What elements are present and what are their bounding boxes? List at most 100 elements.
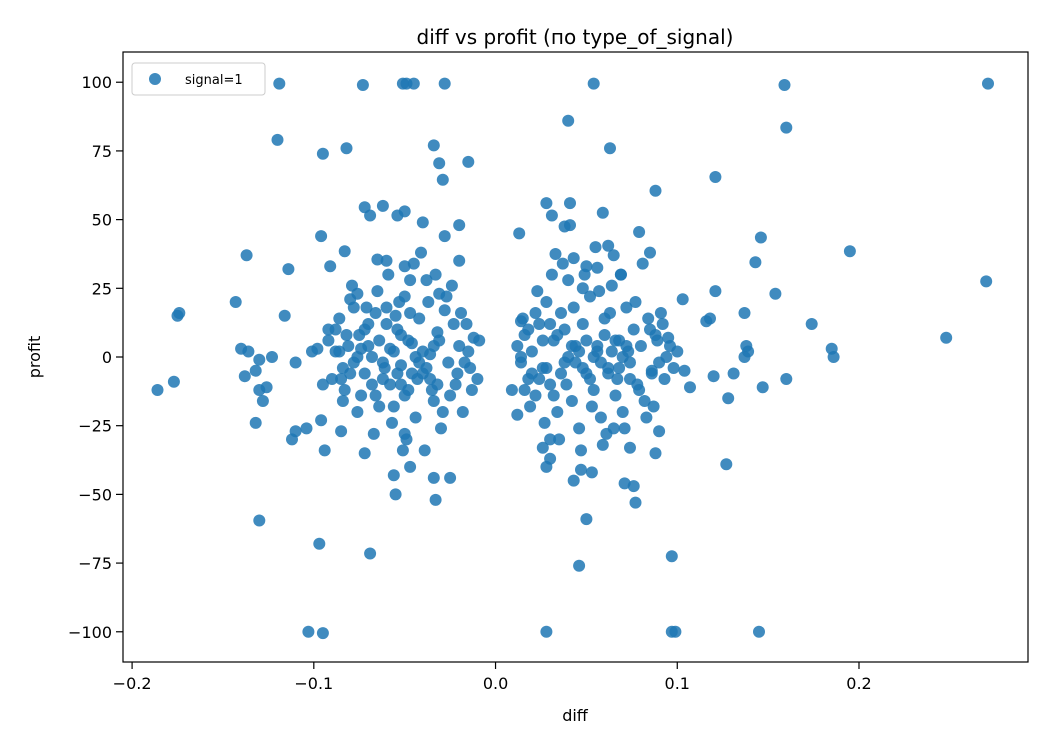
data-point xyxy=(451,367,464,380)
data-point xyxy=(667,362,680,374)
data-point xyxy=(516,312,529,325)
data-point xyxy=(351,406,364,418)
data-point xyxy=(465,384,478,396)
data-point xyxy=(351,351,364,363)
data-point xyxy=(653,425,666,438)
data-point xyxy=(584,290,596,303)
data-point xyxy=(638,395,651,407)
data-point xyxy=(578,268,591,281)
data-point xyxy=(282,263,295,276)
data-point xyxy=(529,389,542,402)
data-point xyxy=(649,447,662,460)
data-point xyxy=(605,345,618,358)
data-point xyxy=(629,296,642,308)
data-point xyxy=(433,157,446,170)
data-point xyxy=(576,362,589,374)
data-point xyxy=(591,261,604,274)
data-point xyxy=(982,77,994,90)
data-point xyxy=(329,323,342,336)
data-point xyxy=(371,285,384,298)
data-point xyxy=(609,334,622,347)
legend-box xyxy=(131,62,266,96)
data-point xyxy=(544,378,557,391)
data-point xyxy=(805,318,818,330)
data-point xyxy=(346,279,358,292)
y-tick-label: 50 xyxy=(92,211,112,230)
data-point xyxy=(456,406,469,418)
data-point xyxy=(409,411,422,424)
data-point xyxy=(722,392,735,405)
data-point xyxy=(407,257,420,270)
data-point xyxy=(393,296,406,308)
data-point xyxy=(416,216,429,229)
data-point xyxy=(316,147,329,160)
data-point xyxy=(389,309,402,322)
data-point xyxy=(398,260,411,273)
data-point xyxy=(575,463,587,476)
data-point xyxy=(358,447,371,460)
data-point xyxy=(624,441,636,454)
data-point xyxy=(460,318,473,330)
data-point xyxy=(427,471,440,484)
data-point xyxy=(525,367,538,380)
data-point xyxy=(316,627,329,640)
data-point xyxy=(391,367,404,380)
data-point xyxy=(522,323,535,336)
data-point xyxy=(371,253,384,266)
data-point xyxy=(253,514,266,527)
data-point xyxy=(647,400,660,413)
data-point xyxy=(367,427,380,440)
data-point xyxy=(602,239,615,252)
data-point xyxy=(587,384,600,396)
y-tick-label: −25 xyxy=(78,417,112,436)
x-tick-label: 0.1 xyxy=(665,674,690,693)
data-point xyxy=(540,625,553,638)
data-point xyxy=(511,340,524,352)
data-point xyxy=(382,268,395,281)
data-point xyxy=(669,625,682,638)
data-point xyxy=(453,219,466,232)
data-point xyxy=(396,444,409,457)
data-point xyxy=(524,400,537,413)
data-point xyxy=(611,373,624,385)
y-tick-label: 0 xyxy=(102,348,112,367)
data-point xyxy=(585,466,598,479)
data-point xyxy=(513,227,526,240)
data-point xyxy=(326,373,338,385)
data-point xyxy=(738,351,751,363)
data-point xyxy=(545,209,558,222)
data-point xyxy=(333,345,346,358)
data-point xyxy=(778,79,791,91)
data-point xyxy=(373,334,386,347)
data-point xyxy=(364,547,377,560)
data-point xyxy=(616,351,629,363)
data-point xyxy=(440,290,453,303)
data-point xyxy=(660,351,673,363)
x-tick-label: −0.2 xyxy=(113,674,152,693)
data-point xyxy=(405,367,418,380)
y-tick-label: 75 xyxy=(92,142,112,161)
data-point xyxy=(604,142,616,155)
data-point xyxy=(342,340,355,352)
data-point xyxy=(555,307,567,319)
data-point xyxy=(727,367,740,380)
data-point xyxy=(678,364,691,377)
data-point xyxy=(333,312,346,325)
data-point xyxy=(389,488,402,501)
data-point xyxy=(380,318,393,330)
data-point xyxy=(286,433,298,446)
data-point xyxy=(544,318,557,330)
data-point xyxy=(384,378,397,391)
data-point xyxy=(769,287,782,300)
data-point xyxy=(427,340,440,352)
data-points xyxy=(151,77,994,640)
data-point xyxy=(313,537,326,550)
data-point xyxy=(453,254,466,267)
data-point xyxy=(260,381,273,394)
data-point xyxy=(240,249,253,262)
data-point xyxy=(340,142,353,155)
data-point xyxy=(289,356,302,369)
data-point xyxy=(587,77,600,90)
data-point xyxy=(400,433,413,446)
